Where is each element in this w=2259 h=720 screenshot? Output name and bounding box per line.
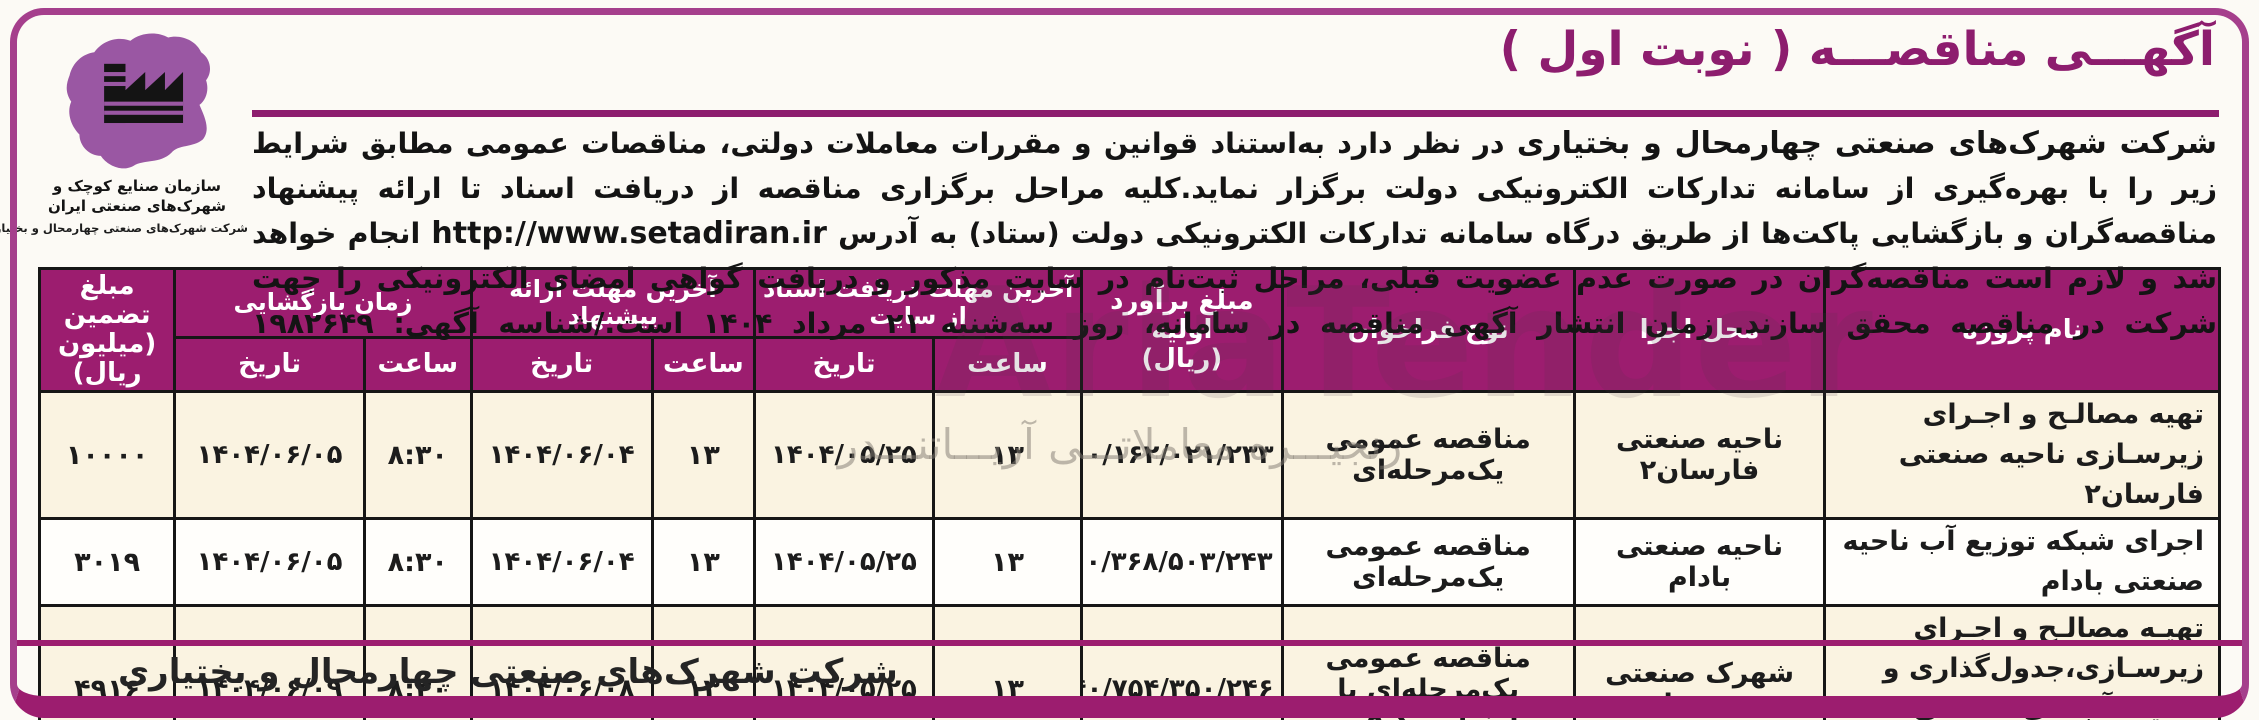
organization-logo: سازمان صنایع کوچک و شهرک‌های صنعتی ایران…	[0, 20, 248, 235]
cell-docs-date: ۱۴۰۴/۰۵/۲۵	[753, 390, 935, 520]
title-divider	[252, 110, 2219, 117]
cell-docs-hour: ۱۳	[931, 390, 1084, 520]
page-title: آگهـــی مناقصـــه ( نوبت اول )	[1499, 22, 2215, 77]
header-opening-time-group: زمان بازگشایی	[173, 267, 473, 339]
cell-proposal-date: ۱۴۰۴/۰۶/۰۴	[469, 390, 654, 520]
header-opening-hour: ساعت	[362, 335, 473, 394]
header-project: نام پروژه	[1823, 267, 2221, 393]
logo-company-name: شرکت شهرک‌های صنعتی چهارمحال و بختیاری	[0, 221, 248, 235]
cell-call-type: مناقصه عمومی یک‌مرحله‌ای	[1280, 517, 1576, 607]
cell-guarantee: ۳۰۱۹	[37, 517, 177, 607]
footer-company-name: شرکت شهرک‌های صنعتی چهارمحال و بختیاری	[118, 652, 898, 692]
cell-opening-date: ۱۴۰۴/۰۶/۰۵	[173, 517, 366, 607]
header-docs-date: تاریخ	[753, 335, 935, 394]
header-proposal-deadline-group: آخرین مهلت ارائه پیشنهاد	[469, 267, 757, 339]
footer-divider	[17, 640, 2242, 646]
cell-call-type: مناقصه عمومی یک‌مرحله‌ای با ارزیابی کیفی	[1280, 604, 1576, 720]
cell-docs-hour: ۱۳	[931, 604, 1084, 720]
cell-docs-hour: ۱۳	[931, 517, 1084, 607]
cell-guarantee: ۱۰۰۰۰	[37, 390, 177, 520]
header-location: محل اجرا	[1572, 267, 1827, 393]
cell-project: اجرای شبکه توزیع آب ناحیه صنعتی بادام	[1823, 517, 2221, 607]
cell-estimate: ۲۰۰/۱۶۲/۰۲۱/۲۳۳	[1080, 390, 1284, 520]
intro-company-name: شرکت شهرک‌های صنعتی چهارمحال و بختیاری	[1516, 126, 2217, 161]
cell-project: تهیـه مصالـح و اجـرای زیرسـازی،جدول‌گذار…	[1823, 604, 2221, 720]
cell-location: شهرک صنعتی هفشجان	[1572, 604, 1827, 720]
cell-proposal-hour: ۱۳	[650, 517, 757, 607]
cell-docs-date: ۱۴۰۴/۰۵/۲۵	[753, 517, 935, 607]
logo-organization-name: سازمان صنایع کوچک و شهرک‌های صنعتی ایران	[47, 177, 226, 215]
cell-opening-hour: ۸:۳۰	[362, 390, 473, 520]
header-opening-date: تاریخ	[173, 335, 366, 394]
cell-location: ناحیه صنعتی فارسان۲	[1572, 390, 1827, 520]
intro-text-after-url: انجام خواهد شد و لازم است مناقصه‌گران در…	[252, 217, 2217, 340]
table-row: اجرای شبکه توزیع آب ناحیه صنعتی بادام نا…	[37, 517, 2221, 607]
cell-estimate: ۶۰/۳۶۸/۵۰۳/۲۴۳	[1080, 517, 1284, 607]
header-proposal-date: تاریخ	[469, 335, 654, 394]
header-estimate: مبلغ برآورد اولیه (ریال)	[1080, 267, 1284, 393]
cell-call-type: مناقصه عمومی یک‌مرحله‌ای	[1280, 390, 1576, 520]
header-call-type: نوع فراخوان	[1280, 267, 1576, 393]
cell-opening-date: ۱۴۰۴/۰۶/۰۵	[173, 390, 366, 520]
header-docs-hour: ساعت	[931, 335, 1084, 394]
setadiran-url: http://www.setadiran.ir	[431, 216, 827, 251]
intro-text-before-url: در نظر دارد به‌استناد قوانین و مقررات مع…	[252, 127, 2217, 250]
iran-map-factory-logo	[66, 33, 211, 169]
table-row: تهیه مصالـح و اجـرای زیرسـازی ناحیه صنعت…	[37, 390, 2221, 520]
intro-paragraph: شرکت شهرک‌های صنعتی چهارمحال و بختیاری د…	[252, 121, 2217, 346]
factory-icon	[100, 63, 184, 124]
cell-opening-hour: ۸:۳۰	[362, 517, 473, 607]
header-proposal-hour: ساعت	[650, 335, 757, 394]
cell-project: تهیه مصالـح و اجـرای زیرسـازی ناحیه صنعت…	[1823, 390, 2221, 520]
header-docs-deadline-group: آخرین مهلت دریافت اسناد از سایت	[753, 267, 1084, 339]
cell-location: ناحیه صنعتی بادام	[1572, 517, 1827, 607]
cell-proposal-hour: ۱۳	[650, 390, 757, 520]
cell-estimate: ۲۴۰/۷۵۴/۳۵۰/۲۴۶	[1080, 604, 1284, 720]
header-guarantee: مبلغ تضمین (میلیون ریال)	[37, 267, 177, 393]
cell-proposal-date: ۱۴۰۴/۰۶/۰۴	[469, 517, 654, 607]
